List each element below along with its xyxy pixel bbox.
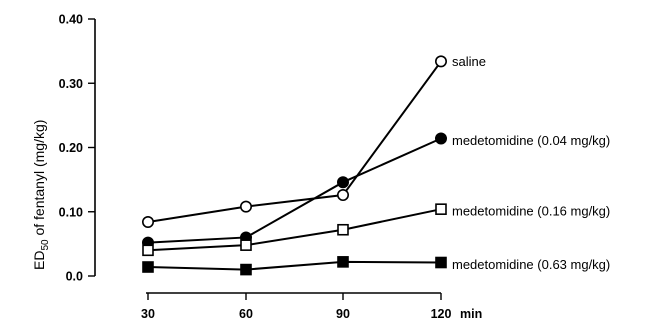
x-tick-label: 90 xyxy=(336,307,350,321)
series-line xyxy=(147,208,442,252)
plot-area: saline medetomidine (0.04 mg/kg) medetomid… xyxy=(142,54,610,276)
data-point xyxy=(336,189,349,202)
y-tick-label: 0.20 xyxy=(59,141,83,155)
y-tick-label: 0.0 xyxy=(66,270,83,284)
data-point xyxy=(434,55,447,68)
series: medetomidine (0.63 mg/kg) xyxy=(142,256,610,276)
series-line xyxy=(147,260,442,271)
series: saline xyxy=(142,54,486,229)
x-axis-unit-label: min xyxy=(460,307,482,321)
series: medetomidine (0.16 mg/kg) xyxy=(142,203,610,257)
series-line xyxy=(147,137,442,244)
data-point xyxy=(434,132,447,145)
data-point xyxy=(435,203,447,215)
series-line xyxy=(147,60,442,224)
y-tick-label: 0.10 xyxy=(59,205,83,219)
y-tick-label: 0.40 xyxy=(59,13,83,27)
series-label: saline xyxy=(452,54,486,69)
x-tick-label: 30 xyxy=(141,307,155,321)
data-point xyxy=(142,261,154,273)
x-tick-label: 120 xyxy=(431,307,452,321)
series-label: medetomidine (0.16 mg/kg) xyxy=(452,204,610,219)
data-point xyxy=(337,223,349,236)
series-label: medetomidine (0.04 mg/kg) xyxy=(452,133,610,148)
data-point xyxy=(240,200,253,213)
y-tick-label: 0.30 xyxy=(59,77,83,91)
data-point xyxy=(240,263,252,276)
y-axis-label: ED50 of fentanyl (mg/kg) xyxy=(31,120,51,270)
x-axis: 30 60 90 120 xyxy=(141,292,452,321)
data-point xyxy=(337,256,349,268)
data-point xyxy=(336,176,349,189)
data-point xyxy=(240,239,252,251)
data-point xyxy=(142,244,154,257)
data-point xyxy=(435,256,447,269)
y-axis: 0.0 0.10 0.20 0.30 0.40 xyxy=(59,13,96,284)
data-point xyxy=(142,216,155,229)
series-label: medetomidine (0.63 mg/kg) xyxy=(452,257,610,272)
series: medetomidine (0.04 mg/kg) xyxy=(142,132,610,249)
x-tick-label: 60 xyxy=(239,307,253,321)
